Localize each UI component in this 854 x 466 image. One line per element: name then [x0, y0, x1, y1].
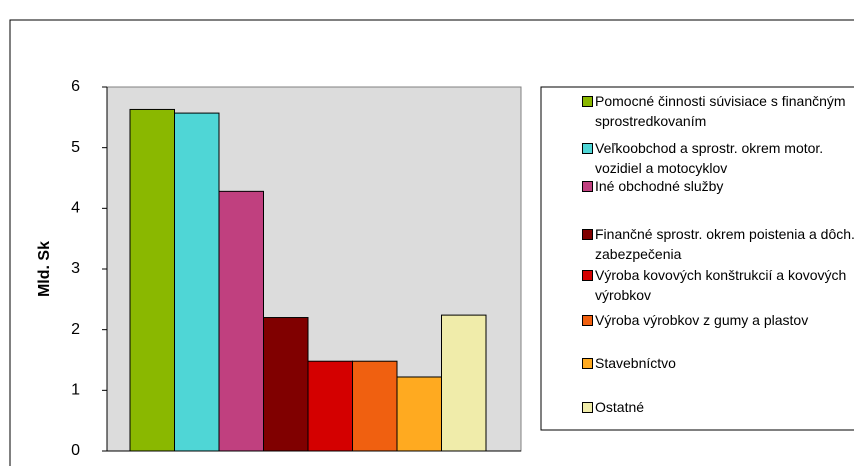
- legend-swatch: [582, 270, 593, 281]
- bar: [129, 108, 175, 452]
- legend-label: Výroba kovových konštrukcií a kovových v…: [595, 267, 847, 303]
- bar: [396, 376, 442, 452]
- legend-swatch: [582, 402, 593, 413]
- legend-label: Finančné sprostr. okrem poistenia a dôch…: [595, 226, 854, 262]
- legend-label: Stavebníctvo: [595, 355, 676, 371]
- legend-label: Pomocné činnosti súvisiace s finančným s…: [595, 93, 846, 129]
- y-axis-label: Mld. Sk: [36, 241, 53, 297]
- y-tick-label: 0: [71, 442, 80, 459]
- legend-label: Iné obchodné služby: [595, 178, 724, 194]
- legend-swatch: [582, 229, 593, 240]
- y-tick-label: 5: [71, 139, 80, 156]
- legend-swatch: [582, 143, 593, 154]
- bar: [307, 360, 353, 452]
- y-tick-label: 2: [71, 321, 80, 338]
- legend-swatch: [582, 315, 593, 326]
- legend-label: Veľkoobchod a sprostr. okrem motor. vozi…: [595, 140, 824, 176]
- y-tick-label: 3: [71, 260, 80, 277]
- bar: [174, 112, 220, 452]
- legend-label: Ostatné: [595, 399, 645, 415]
- legend-label: Výroba výrobkov z gumy a plastov: [595, 312, 809, 328]
- bar: [263, 317, 309, 452]
- legend-box: [540, 86, 854, 431]
- bar: [218, 190, 264, 452]
- bar: [441, 314, 487, 452]
- legend-swatch: [582, 358, 593, 369]
- legend-swatch: [582, 96, 593, 107]
- y-tick-label: 6: [71, 78, 80, 95]
- y-tick-label: 1: [71, 382, 80, 399]
- y-tick-label: 4: [71, 200, 80, 217]
- legend-swatch: [582, 181, 593, 192]
- bar: [352, 360, 398, 452]
